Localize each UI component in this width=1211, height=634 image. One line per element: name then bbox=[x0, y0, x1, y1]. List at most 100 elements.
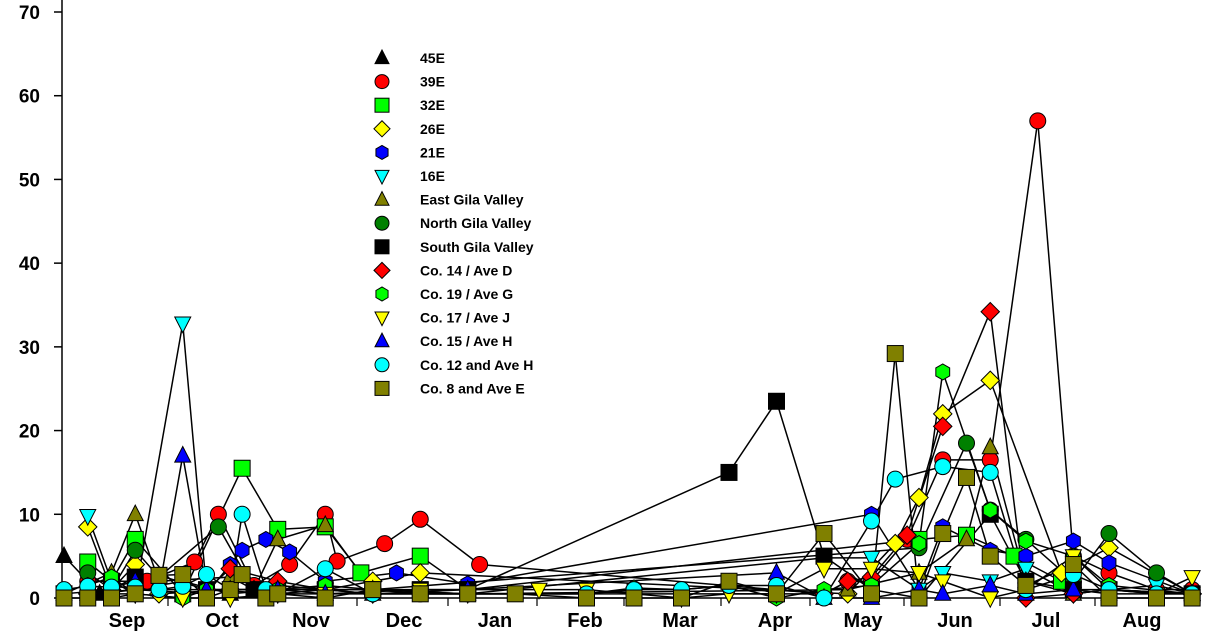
data-point bbox=[1017, 576, 1035, 594]
chart-axes: 0 10 20 30 40 50 60 70 Sep Oct Nov Dec Jan Feb Mar Apr M… bbox=[19, 0, 1195, 632]
data-point bbox=[126, 541, 144, 559]
data-point bbox=[815, 547, 833, 565]
legend-label: North Gila Valley bbox=[420, 215, 531, 231]
data-point bbox=[625, 589, 643, 607]
data-point bbox=[815, 525, 833, 543]
legend-label: 39E bbox=[420, 74, 445, 90]
data-point bbox=[1101, 554, 1117, 572]
data-point bbox=[77, 516, 98, 537]
x-tick-label: Jul bbox=[1032, 610, 1061, 632]
data-point bbox=[316, 560, 334, 578]
data-point bbox=[1029, 112, 1047, 130]
data-point bbox=[55, 589, 73, 607]
legend-marker bbox=[373, 261, 391, 280]
data-point bbox=[1064, 556, 1082, 574]
data-point bbox=[981, 547, 999, 565]
legend-label: 45E bbox=[420, 50, 445, 66]
data-point bbox=[981, 437, 1000, 455]
data-point bbox=[389, 564, 404, 582]
data-point bbox=[506, 585, 524, 603]
data-point bbox=[352, 564, 370, 582]
data-point bbox=[862, 561, 881, 579]
data-point bbox=[364, 581, 382, 599]
series-markers bbox=[55, 112, 1203, 609]
data-point bbox=[1148, 589, 1165, 607]
legend-marker bbox=[374, 48, 390, 65]
data-point bbox=[910, 589, 928, 607]
x-tick-label: Feb bbox=[567, 610, 603, 632]
legend-marker bbox=[374, 169, 390, 186]
data-point bbox=[862, 550, 881, 569]
data-point bbox=[233, 566, 251, 584]
data-point bbox=[815, 589, 833, 607]
legend-label: Co. 14 / Ave D bbox=[420, 262, 512, 278]
legend-label: Co. 12 and Ave H bbox=[420, 357, 533, 373]
x-tick-label: Nov bbox=[292, 610, 331, 632]
data-point bbox=[886, 345, 904, 363]
series-line-39e bbox=[87, 120, 1193, 595]
data-point bbox=[1148, 564, 1165, 582]
legend-label: Co. 15 / Ave H bbox=[420, 333, 512, 349]
legend-label: 26E bbox=[420, 121, 445, 137]
y-tick-label: 10 bbox=[19, 505, 40, 526]
legend-marker bbox=[374, 74, 390, 90]
y-tick-label: 30 bbox=[19, 338, 40, 359]
legend-marker bbox=[374, 239, 390, 255]
data-point bbox=[1100, 589, 1118, 607]
x-tick-label: Apr bbox=[758, 610, 793, 632]
legend-marker bbox=[374, 332, 390, 348]
data-point bbox=[957, 529, 976, 547]
y-tick-label: 50 bbox=[19, 170, 40, 191]
data-point bbox=[376, 535, 394, 553]
data-point bbox=[126, 503, 145, 522]
data-point bbox=[768, 585, 785, 603]
data-point bbox=[934, 458, 952, 476]
y-tick-label: 0 bbox=[29, 589, 40, 610]
legend-label: East Gila Valley bbox=[420, 192, 524, 208]
data-point bbox=[174, 566, 192, 584]
series-markers-co-8-and-ave-e bbox=[55, 345, 1201, 607]
data-point bbox=[530, 582, 548, 600]
legend-marker bbox=[374, 380, 390, 396]
x-tick-label: Mar bbox=[662, 610, 698, 632]
data-point bbox=[1100, 525, 1118, 543]
data-point bbox=[268, 529, 287, 547]
data-point bbox=[578, 589, 595, 607]
data-point bbox=[220, 558, 241, 579]
x-tick-label: Jun bbox=[937, 610, 973, 632]
data-point bbox=[103, 589, 120, 607]
y-tick-label: 40 bbox=[19, 254, 40, 275]
x-tick-label: Oct bbox=[205, 610, 239, 632]
data-point bbox=[934, 525, 952, 543]
data-point bbox=[981, 591, 1000, 609]
legend-marker bbox=[374, 357, 390, 373]
legend-label: Co. 19 / Ave G bbox=[420, 286, 513, 302]
y-tick-label: 70 bbox=[19, 3, 40, 24]
data-point bbox=[126, 585, 144, 603]
legend-marker bbox=[374, 190, 390, 206]
data-point bbox=[55, 545, 73, 564]
data-point bbox=[980, 370, 1001, 391]
data-point bbox=[863, 512, 880, 530]
y-tick-label: 20 bbox=[19, 422, 40, 443]
legend-marker bbox=[375, 144, 389, 160]
data-point bbox=[910, 565, 928, 584]
data-point bbox=[768, 392, 785, 410]
data-point bbox=[1183, 589, 1201, 607]
data-point bbox=[221, 581, 239, 599]
data-point bbox=[1018, 547, 1034, 565]
data-point bbox=[837, 571, 858, 592]
data-point bbox=[233, 459, 251, 477]
series-markers-26e bbox=[77, 370, 1203, 604]
legend-marker bbox=[374, 97, 390, 113]
data-point bbox=[269, 585, 287, 603]
data-point bbox=[1065, 532, 1081, 550]
data-point bbox=[1018, 532, 1034, 550]
legend-marker bbox=[374, 311, 390, 327]
x-tick-label: Aug bbox=[1123, 610, 1162, 632]
data-point bbox=[459, 585, 477, 603]
data-point bbox=[411, 510, 429, 528]
series-lines bbox=[63, 120, 1193, 599]
data-point bbox=[411, 547, 429, 565]
